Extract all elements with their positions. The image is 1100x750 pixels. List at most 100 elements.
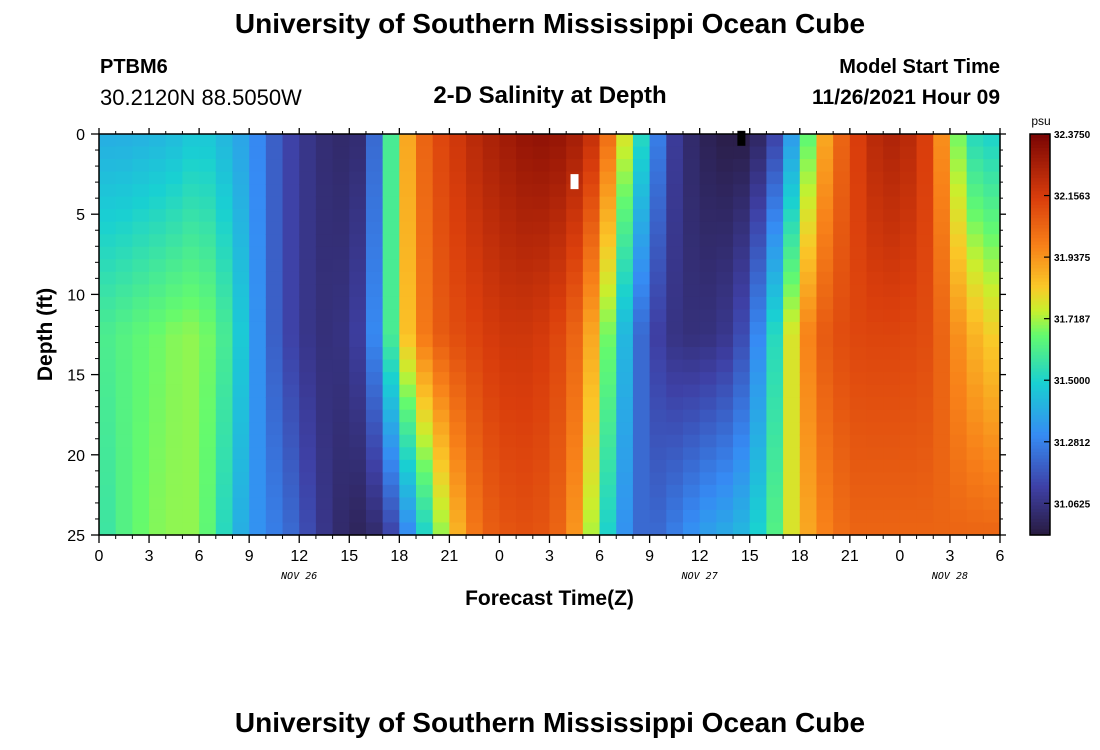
heatmap-cell	[532, 234, 551, 248]
heatmap-cell	[916, 234, 934, 248]
heatmap-cell	[883, 196, 901, 210]
heatmap-cell	[215, 347, 234, 361]
heatmap-cell	[699, 397, 717, 411]
heatmap-cell	[682, 359, 701, 373]
station-id: PTBM6	[100, 56, 168, 78]
heatmap-cell	[416, 484, 434, 499]
heatmap-cell	[265, 472, 284, 486]
heatmap-cell	[949, 134, 968, 148]
heatmap-cell	[282, 259, 300, 273]
heatmap-cell	[349, 409, 367, 423]
heatmap-cell	[682, 134, 701, 148]
heatmap-cell	[733, 259, 751, 273]
heatmap-cell	[466, 221, 484, 235]
heatmap-cell	[349, 259, 367, 273]
heatmap-cell	[199, 309, 217, 323]
heatmap-cell	[132, 196, 150, 210]
heatmap-cell	[666, 321, 684, 336]
heatmap-cell	[432, 196, 450, 210]
heatmap-cell	[733, 309, 751, 323]
heatmap-cell	[933, 184, 951, 198]
heatmap-cell	[399, 472, 417, 486]
heatmap-cell	[883, 509, 901, 524]
heatmap-cell	[416, 159, 434, 173]
heatmap-cell	[215, 171, 234, 185]
heatmap-cell	[382, 409, 400, 423]
heatmap-cell	[566, 447, 584, 461]
heatmap-cell	[616, 296, 634, 311]
colorbar-segment	[1030, 304, 1050, 309]
colorbar-segment	[1030, 448, 1050, 453]
colorbar-segment	[1030, 317, 1050, 322]
heatmap-cell	[182, 472, 200, 486]
heatmap-cell	[716, 184, 734, 198]
heatmap-cell	[516, 296, 534, 311]
heatmap-cell	[432, 359, 450, 373]
heatmap-cell	[916, 359, 934, 373]
heatmap-cell	[833, 422, 851, 436]
heatmap-cell	[265, 347, 284, 361]
heatmap-cell	[866, 497, 884, 511]
heatmap-cell	[549, 434, 567, 448]
heatmap-cell	[716, 246, 734, 260]
heatmap-cell	[833, 234, 851, 248]
heatmap-cell	[582, 271, 601, 285]
heatmap-cell	[666, 522, 684, 536]
heatmap-cell	[182, 171, 200, 185]
heatmap-cell	[899, 422, 918, 436]
heatmap-cell	[716, 384, 734, 398]
heatmap-cell	[666, 271, 684, 285]
heatmap-cell	[349, 271, 367, 285]
heatmap-cell	[449, 447, 467, 461]
heatmap-cell	[983, 159, 1001, 173]
colorbar-segment	[1030, 518, 1050, 523]
heatmap-cell	[983, 309, 1001, 323]
heatmap-cell	[132, 372, 150, 386]
heatmap-cell	[983, 397, 1001, 411]
heatmap-cell	[399, 372, 417, 386]
heatmap-cell	[165, 509, 184, 524]
heatmap-cell	[933, 459, 951, 473]
heatmap-cell	[249, 209, 267, 223]
heatmap-cell	[132, 234, 150, 248]
heatmap-cell	[265, 397, 284, 411]
footer-title: University of Southern Mississippi Ocean…	[234, 707, 866, 738]
heatmap-cell	[299, 284, 317, 298]
day-label: NOV 26	[280, 571, 317, 582]
heatmap-cell	[866, 146, 884, 160]
heatmap-cell	[249, 134, 267, 148]
heatmap-cell	[983, 472, 1001, 486]
heatmap-cell	[165, 259, 184, 273]
heatmap-cell	[816, 184, 834, 198]
colorbar-tick-label: 31.0625	[1054, 499, 1091, 510]
heatmap-cell	[766, 447, 784, 461]
heatmap-cell	[549, 134, 567, 148]
heatmap-cell	[783, 271, 801, 285]
heatmap-cell	[833, 321, 851, 336]
colorbar-segment	[1030, 234, 1050, 239]
colorbar-segment	[1030, 167, 1050, 172]
heatmap-cell	[182, 397, 200, 411]
heatmap-cell	[466, 497, 484, 511]
heatmap-cell	[299, 134, 317, 148]
heatmap-cell	[849, 221, 868, 235]
day-label: NOV 27	[681, 571, 718, 582]
heatmap-cell	[165, 221, 184, 235]
heatmap-cell	[866, 234, 884, 248]
heatmap-cell	[949, 209, 968, 223]
heatmap-cell	[716, 296, 734, 311]
heatmap-cell	[966, 384, 984, 398]
heatmap-cell	[966, 209, 984, 223]
heatmap-cell	[699, 309, 717, 323]
x-tick-label: 21	[440, 548, 458, 565]
heatmap-cell	[883, 234, 901, 248]
heatmap-cell	[849, 359, 868, 373]
heatmap-cell	[799, 347, 818, 361]
heatmap-cell	[449, 359, 467, 373]
heatmap-cell	[966, 347, 984, 361]
heatmap-cell	[799, 447, 818, 461]
colorbar-segment	[1030, 314, 1050, 319]
heatmap-cell	[733, 347, 751, 361]
heatmap-cell	[616, 472, 634, 486]
heatmap-cell	[399, 397, 417, 411]
